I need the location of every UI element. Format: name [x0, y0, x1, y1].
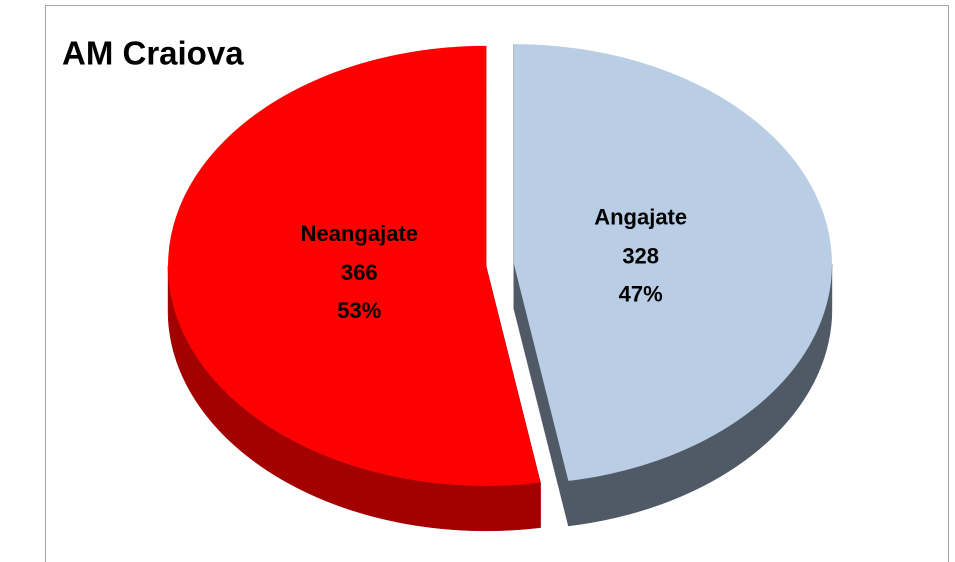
data-label-percent: 53%: [337, 298, 381, 323]
data-label-percent: 47%: [619, 281, 663, 306]
slice: [513, 44, 832, 481]
data-label-category: Neangajate: [301, 221, 418, 246]
data-label-value: 366: [341, 260, 378, 285]
slice-tops: [168, 44, 832, 486]
data-label-category: Angajate: [594, 204, 687, 229]
slice-side: [167, 265, 541, 532]
slice: [168, 45, 541, 486]
chart-title: AM Craiova: [62, 35, 244, 72]
data-label-value: 328: [622, 243, 659, 268]
chart-frame: [45, 5, 949, 562]
slice-side: [568, 264, 833, 527]
